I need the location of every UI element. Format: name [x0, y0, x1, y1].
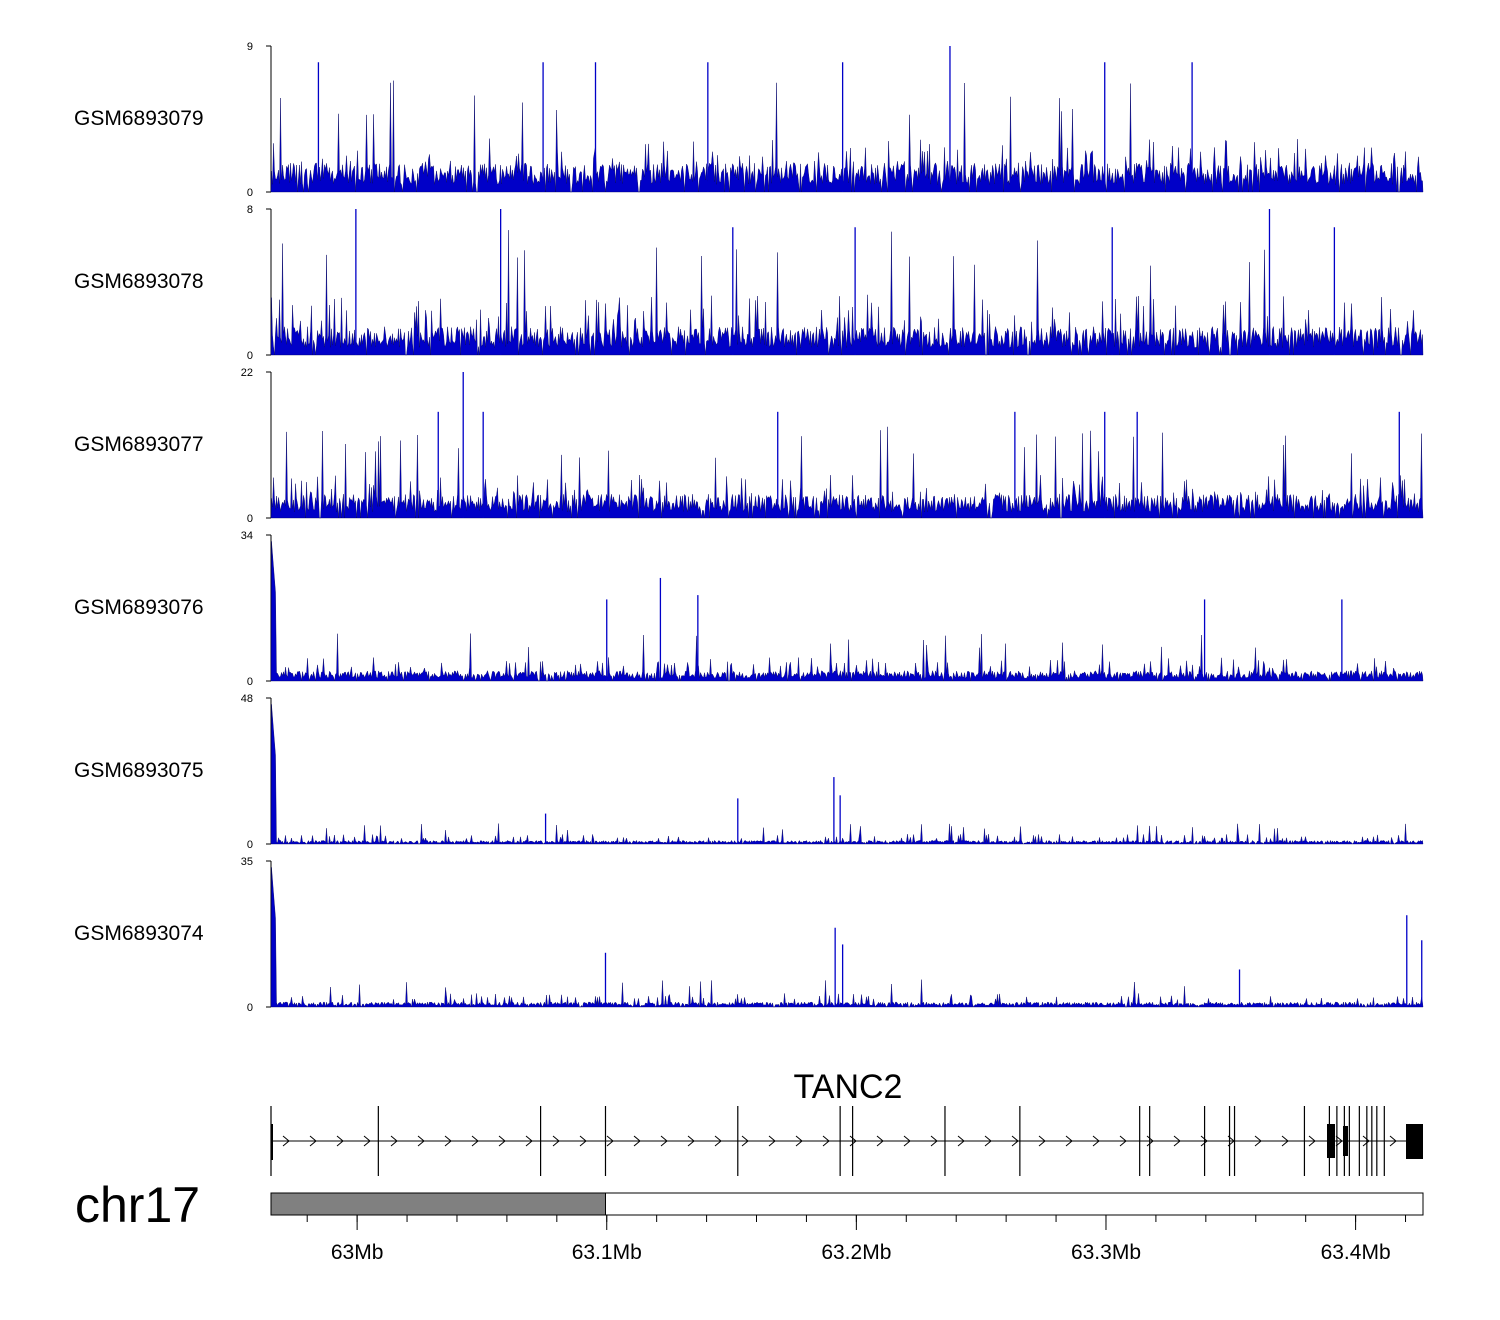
axis-tick-label: 63.2Mb [821, 1241, 891, 1264]
y-axis-zero-label: 0 [247, 350, 253, 362]
track-label: GSM6893077 [74, 433, 204, 456]
chromosome-label: chr17 [75, 1177, 200, 1233]
coverage-area [270, 80, 1424, 193]
strand-arrow [1038, 1135, 1046, 1147]
y-axis-zero-label: 0 [247, 676, 253, 688]
strand-arrow [741, 1135, 749, 1147]
axis-tick-label: 63.3Mb [1071, 1241, 1141, 1264]
ideogram-highlight [270, 1192, 606, 1216]
strand-arrow [471, 1135, 479, 1147]
gene-track: TANC2 [270, 1068, 1423, 1176]
strand-arrow [1092, 1135, 1100, 1147]
strand-arrow [714, 1135, 722, 1147]
strand-arrow [633, 1135, 641, 1147]
strand-arrow [903, 1135, 911, 1147]
gene-name-label: TANC2 [794, 1068, 903, 1106]
axis-tick-label: 63.4Mb [1321, 1241, 1391, 1264]
strand-arrow [1146, 1135, 1154, 1147]
track-GSM6893075: GSM6893075 48 0 [74, 693, 1424, 851]
track-label: GSM6893076 [74, 596, 204, 619]
strand-arrow [579, 1135, 587, 1147]
strand-arrow [1011, 1135, 1019, 1147]
track-GSM6893077: GSM6893077 22 0 [74, 367, 1424, 525]
track-label: GSM6893078 [74, 270, 204, 293]
y-axis-zero-label: 0 [247, 839, 253, 851]
strand-arrow [1389, 1135, 1397, 1147]
track-label: GSM6893075 [74, 759, 204, 782]
track-GSM6893079: GSM6893079 9 0 [74, 41, 1424, 199]
strand-arrow [1119, 1135, 1127, 1147]
coverage-tracks: GSM689307990GSM689307880GSM6893077220GSM… [74, 41, 1424, 1014]
strand-arrow [822, 1135, 830, 1147]
track-label: GSM6893079 [74, 107, 204, 130]
y-axis-max-label: 8 [247, 204, 253, 216]
y-axis-max-label: 35 [241, 856, 253, 868]
gene-exon-block [1343, 1126, 1348, 1156]
strand-arrow [687, 1135, 695, 1147]
y-axis-zero-label: 0 [247, 1002, 253, 1014]
strand-arrow [1308, 1135, 1316, 1147]
strand-arrow [984, 1135, 992, 1147]
strand-arrow [498, 1135, 506, 1147]
strand-arrow [417, 1135, 425, 1147]
strand-arrow [1281, 1135, 1289, 1147]
strand-arrow [1200, 1135, 1208, 1147]
strand-arrow [1065, 1135, 1073, 1147]
strand-arrow [282, 1135, 290, 1147]
strand-arrow [1254, 1135, 1262, 1147]
track-label: GSM6893074 [74, 922, 204, 945]
axis-tick-label: 63.1Mb [572, 1241, 642, 1264]
strand-arrow [336, 1135, 344, 1147]
strand-arrow [309, 1135, 317, 1147]
axis-tick-label: 63Mb [331, 1241, 384, 1264]
strand-arrow [1335, 1135, 1343, 1147]
strand-arrow [930, 1135, 938, 1147]
y-axis-max-label: 9 [247, 41, 253, 53]
strand-arrow [876, 1135, 884, 1147]
y-axis-zero-label: 0 [247, 187, 253, 199]
track-GSM6893076: GSM6893076 34 0 [74, 530, 1424, 688]
strand-arrow [363, 1135, 371, 1147]
strand-arrow [795, 1135, 803, 1147]
strand-arrow [552, 1135, 560, 1147]
track-GSM6893078: GSM6893078 8 0 [74, 204, 1424, 362]
gene-exon-utr [1406, 1124, 1423, 1159]
strand-arrow [957, 1135, 965, 1147]
coverage-area [270, 867, 1424, 1008]
strand-arrow [1362, 1135, 1370, 1147]
track-GSM6893074: GSM6893074 35 0 [74, 856, 1424, 1014]
strand-arrow [525, 1135, 533, 1147]
y-axis-max-label: 22 [241, 367, 253, 379]
coverage-area [270, 541, 1424, 682]
gene-exon-start [271, 1124, 273, 1160]
strand-arrow [660, 1135, 668, 1147]
strand-arrow [768, 1135, 776, 1147]
strand-arrow [606, 1135, 614, 1147]
strand-arrow [444, 1135, 452, 1147]
y-axis-max-label: 34 [241, 530, 253, 542]
gene-exon-block [1327, 1124, 1335, 1158]
chromosome-ideogram: chr17 [75, 1177, 1424, 1233]
strand-arrow [390, 1135, 398, 1147]
y-axis-zero-label: 0 [247, 513, 253, 525]
y-axis-max-label: 48 [241, 693, 253, 705]
coverage-area [270, 230, 1424, 356]
coverage-area [270, 426, 1424, 519]
coverage-area [270, 704, 1424, 845]
strand-arrow [1173, 1135, 1181, 1147]
genomic-coordinate-axis: 63Mb 63.1Mb 63.2Mb 63.3Mb 63.4Mb [306, 1215, 1407, 1264]
strand-arrow [849, 1135, 857, 1147]
